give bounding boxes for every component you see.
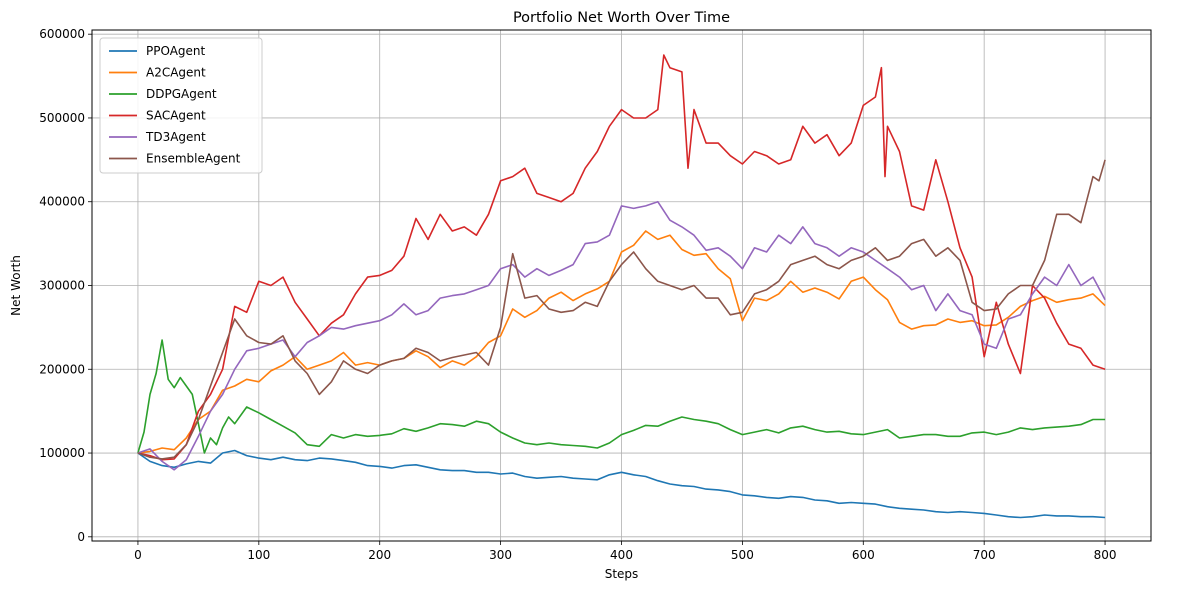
series-line-ensembleagent bbox=[137, 159, 1106, 460]
y-tick-label: 500000 bbox=[39, 111, 85, 125]
y-tick-label: 600000 bbox=[39, 27, 85, 41]
series-lines bbox=[137, 54, 1106, 519]
legend-label: TD3Agent bbox=[145, 130, 206, 144]
series-line-ppoagent bbox=[137, 449, 1106, 519]
x-axis-ticks: 0 100 200 300 400 500 600 700 800 bbox=[134, 541, 1117, 562]
y-axis-ticks: 0 100000 200000 300000 400000 500000 600000 bbox=[39, 27, 92, 544]
legend-label: DDPGAgent bbox=[146, 87, 217, 101]
x-tick-label: 300 bbox=[489, 548, 512, 562]
series-line-a2cagent bbox=[137, 230, 1106, 454]
legend: PPOAgent A2CAgent DDPGAgent SACAgent TD3Agen… bbox=[99, 37, 263, 174]
series-line-sacagent bbox=[137, 54, 1106, 461]
series-line-td3agent bbox=[137, 200, 1106, 471]
y-tick-label: 200000 bbox=[39, 362, 85, 376]
y-tick-label: 300000 bbox=[39, 279, 85, 293]
x-tick-label: 100 bbox=[247, 548, 270, 562]
legend-label: EnsembleAgent bbox=[146, 152, 241, 166]
legend-label: SACAgent bbox=[146, 109, 206, 123]
chart-title: Portfolio Net Worth Over Time bbox=[513, 10, 730, 26]
x-tick-label: 800 bbox=[1094, 548, 1117, 562]
legend-box bbox=[99, 37, 263, 174]
y-tick-label: 400000 bbox=[39, 195, 85, 209]
x-tick-label: 700 bbox=[973, 548, 996, 562]
x-axis-label: Steps bbox=[605, 567, 639, 581]
x-tick-label: 200 bbox=[368, 548, 391, 562]
x-tick-label: 500 bbox=[731, 548, 754, 562]
legend-label: A2CAgent bbox=[146, 66, 206, 80]
legend-label: PPOAgent bbox=[146, 44, 206, 58]
y-tick-label: 0 bbox=[77, 530, 85, 544]
x-tick-label: 600 bbox=[852, 548, 875, 562]
y-tick-label: 100000 bbox=[39, 446, 85, 460]
series-line-ddpgagent bbox=[137, 339, 1106, 454]
y-axis-label: Net Worth bbox=[9, 255, 23, 316]
grid-lines bbox=[92, 30, 1151, 541]
x-tick-label: 400 bbox=[610, 548, 633, 562]
x-tick-label: 0 bbox=[134, 548, 142, 562]
